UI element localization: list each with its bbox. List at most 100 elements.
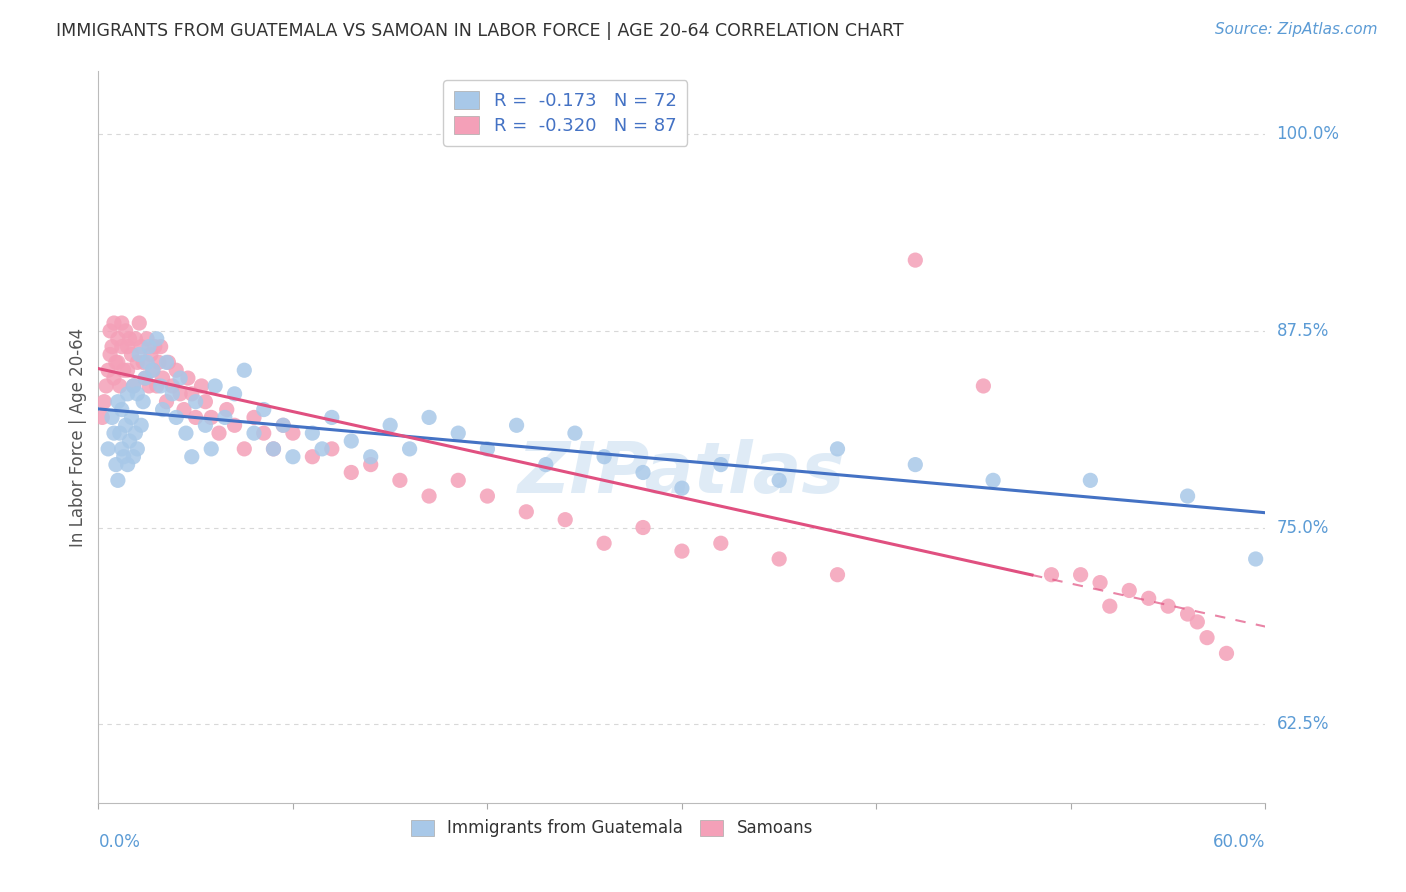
Point <box>132 355 155 369</box>
Point <box>121 410 143 425</box>
Point <box>1080 473 1102 487</box>
Point <box>127 387 149 401</box>
Text: 87.5%: 87.5% <box>1277 322 1329 340</box>
Point <box>180 387 202 401</box>
Point <box>143 340 166 354</box>
Point <box>142 363 165 377</box>
Point <box>564 426 586 441</box>
Point <box>107 394 129 409</box>
Point <box>165 363 187 377</box>
Point <box>97 363 120 377</box>
Point <box>117 363 139 377</box>
Point <box>122 379 145 393</box>
Point <box>271 418 294 433</box>
Point <box>477 489 499 503</box>
Point <box>1177 489 1199 503</box>
Point <box>388 473 411 487</box>
Point <box>301 450 323 464</box>
Point <box>1195 631 1218 645</box>
Point <box>111 340 134 354</box>
Point <box>243 410 266 425</box>
Point <box>93 394 115 409</box>
Point <box>128 347 150 361</box>
Text: 60.0%: 60.0% <box>1213 833 1265 851</box>
Point <box>194 394 217 409</box>
Point <box>118 332 141 346</box>
Point <box>108 379 131 393</box>
Point <box>904 458 927 472</box>
Point <box>129 340 152 354</box>
Point <box>138 340 160 354</box>
Point <box>281 450 304 464</box>
Point <box>214 410 236 425</box>
Point <box>157 355 180 369</box>
Point <box>111 316 134 330</box>
Point <box>107 473 129 487</box>
Point <box>671 544 693 558</box>
Point <box>103 316 125 330</box>
Point <box>112 450 135 464</box>
Point <box>340 466 363 480</box>
Text: 100.0%: 100.0% <box>1277 125 1340 144</box>
Point <box>174 426 197 441</box>
Point <box>904 253 927 268</box>
Point <box>200 410 222 425</box>
Point <box>1118 583 1140 598</box>
Point <box>631 520 654 534</box>
Point <box>104 355 127 369</box>
Point <box>121 347 143 361</box>
Point <box>103 426 125 441</box>
Point <box>593 450 616 464</box>
Point <box>1157 599 1180 614</box>
Point <box>152 402 174 417</box>
Point <box>253 402 276 417</box>
Point <box>117 458 139 472</box>
Point <box>124 332 146 346</box>
Point <box>146 379 169 393</box>
Point <box>112 363 135 377</box>
Legend: Immigrants from Guatemala, Samoans: Immigrants from Guatemala, Samoans <box>402 811 821 846</box>
Point <box>103 371 125 385</box>
Point <box>360 458 382 472</box>
Point <box>262 442 284 456</box>
Point <box>111 442 134 456</box>
Point <box>1088 575 1111 590</box>
Point <box>340 434 363 448</box>
Text: Source: ZipAtlas.com: Source: ZipAtlas.com <box>1215 22 1378 37</box>
Point <box>177 371 200 385</box>
Point <box>122 379 145 393</box>
Point <box>173 402 195 417</box>
Point <box>155 355 177 369</box>
Point <box>117 387 139 401</box>
Point <box>180 450 202 464</box>
Point <box>243 426 266 441</box>
Point <box>710 458 733 472</box>
Point <box>827 442 849 456</box>
Point <box>253 426 276 441</box>
Point <box>124 426 146 441</box>
Point <box>122 450 145 464</box>
Text: 75.0%: 75.0% <box>1277 518 1329 536</box>
Point <box>190 379 212 393</box>
Point <box>710 536 733 550</box>
Point <box>169 371 191 385</box>
Point <box>152 371 174 385</box>
Point <box>447 473 470 487</box>
Point <box>204 379 226 393</box>
Point <box>114 418 136 433</box>
Point <box>593 536 616 550</box>
Point <box>233 363 256 377</box>
Point <box>321 442 343 456</box>
Point <box>101 410 124 425</box>
Point <box>1137 591 1160 606</box>
Point <box>149 379 172 393</box>
Point <box>1244 552 1267 566</box>
Point <box>224 387 246 401</box>
Point <box>972 379 994 393</box>
Point <box>155 394 177 409</box>
Text: IMMIGRANTS FROM GUATEMALA VS SAMOAN IN LABOR FORCE | AGE 20-64 CORRELATION CHART: IMMIGRANTS FROM GUATEMALA VS SAMOAN IN L… <box>56 22 904 40</box>
Point <box>671 481 693 495</box>
Point <box>134 371 156 385</box>
Point <box>1040 567 1063 582</box>
Point <box>107 332 129 346</box>
